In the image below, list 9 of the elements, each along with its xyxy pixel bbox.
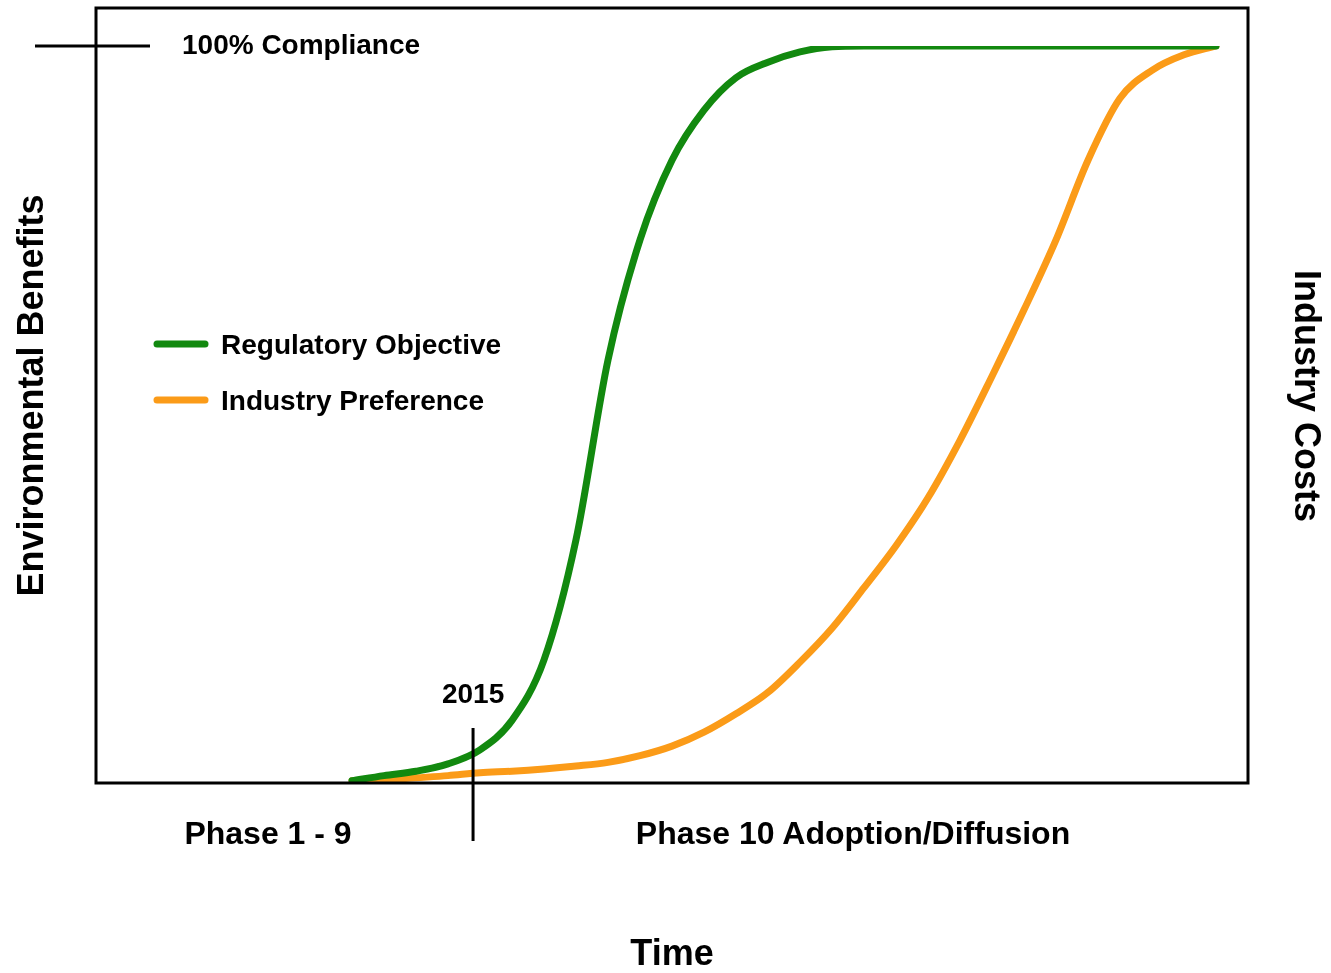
x-axis-title: Time	[630, 931, 714, 973]
y2-axis-title: Industry Costs	[1287, 269, 1329, 523]
text: Phase 10 Adoption/Diffusion	[635, 814, 1071, 851]
legend-label: Industry Preference	[221, 384, 484, 416]
annotation: 100% Compliance	[182, 28, 421, 60]
y-axis-title: Environmental Benefits	[9, 194, 51, 597]
text: Phase 1 - 9	[184, 814, 352, 851]
annotation: 2015	[441, 677, 505, 709]
legend-label: Regulatory Objective	[221, 328, 502, 360]
